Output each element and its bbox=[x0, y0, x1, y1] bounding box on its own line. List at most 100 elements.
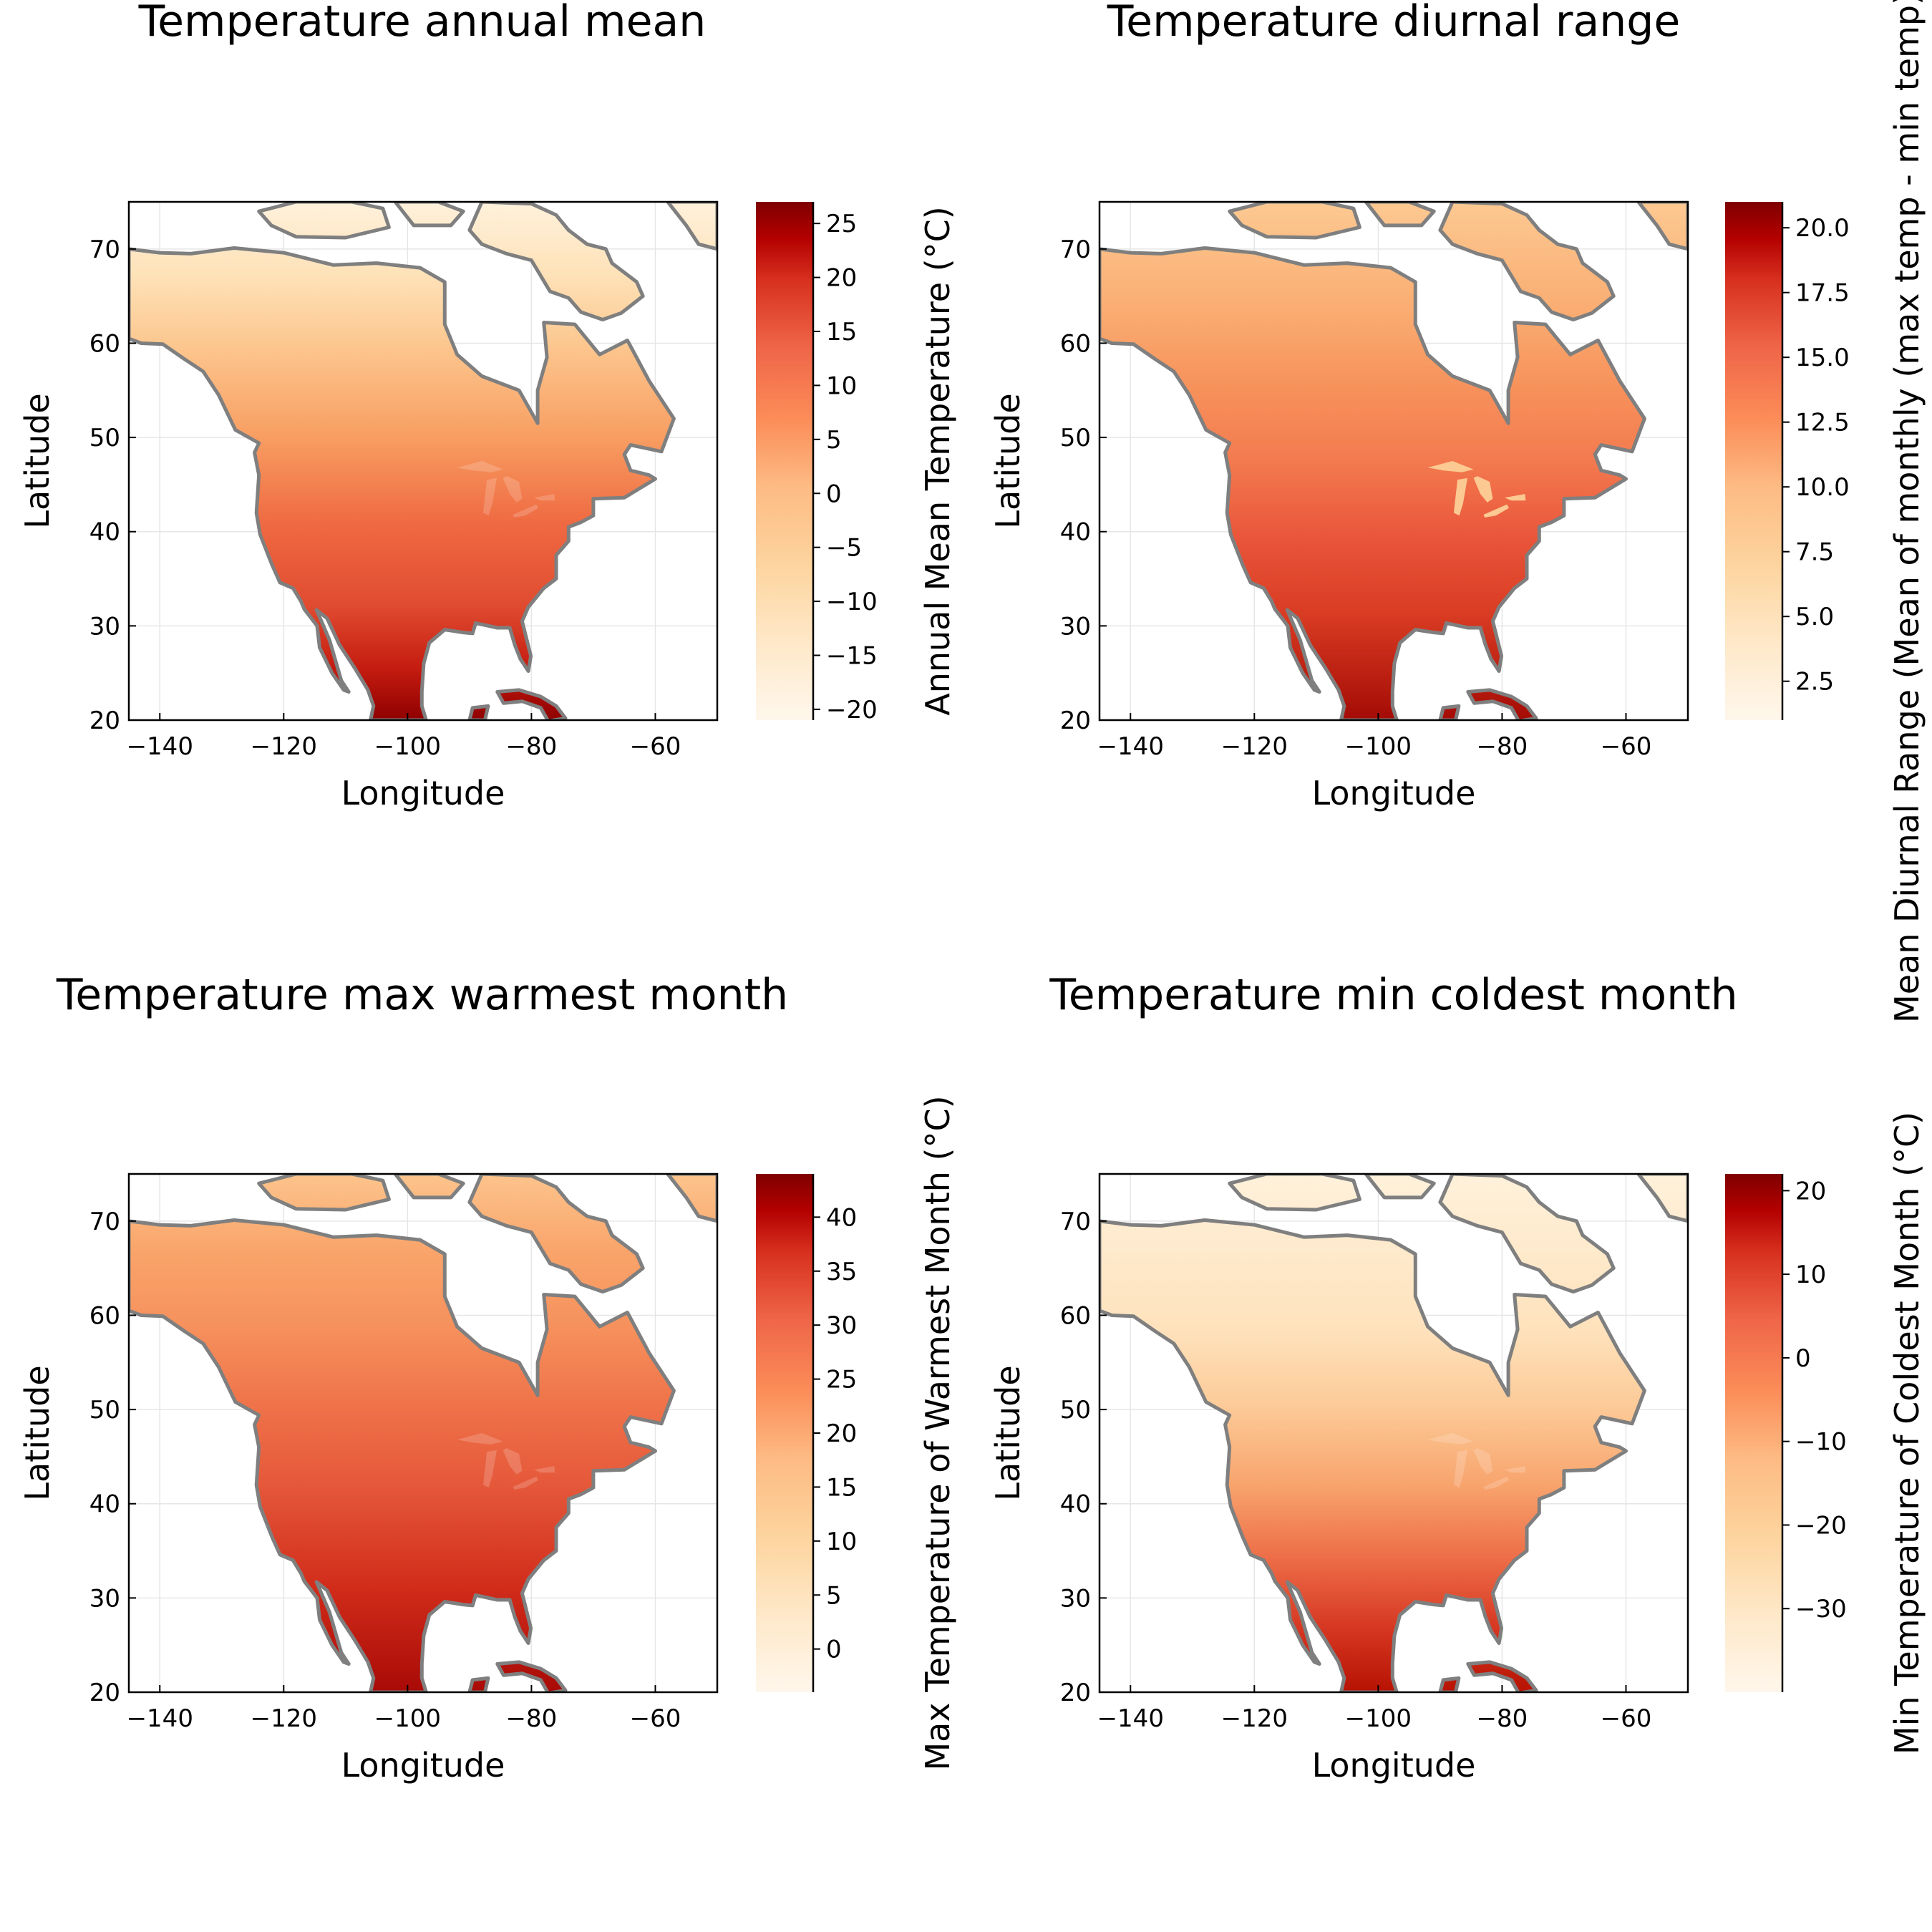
map-land bbox=[1100, 1174, 1688, 1692]
y-tick-label: 70 bbox=[1060, 1208, 1091, 1236]
plot-frame bbox=[127, 200, 719, 722]
y-axis-label: Latitude bbox=[989, 393, 1027, 528]
y-tick-label: 20 bbox=[1060, 1679, 1091, 1707]
y-tick-label: 50 bbox=[1060, 424, 1091, 452]
y-tick-label: 40 bbox=[89, 1490, 120, 1519]
x-axis-label: Longitude bbox=[1312, 1746, 1476, 1785]
lake-3 bbox=[1473, 476, 1493, 503]
island-6 bbox=[1438, 1676, 1461, 1692]
island-3 bbox=[1438, 202, 1616, 321]
lake-4 bbox=[513, 504, 538, 518]
colorbar-tick-label: 10 bbox=[826, 372, 857, 400]
x-tick-label: −120 bbox=[1221, 1704, 1288, 1733]
plot-frame bbox=[1098, 1173, 1689, 1694]
y-tick-label: 30 bbox=[1060, 612, 1091, 641]
lake-1 bbox=[1427, 1433, 1474, 1445]
colorbar-tick-label: 2.5 bbox=[1795, 668, 1834, 696]
continent-landmass bbox=[1100, 246, 1646, 720]
lake-3 bbox=[1473, 1448, 1493, 1475]
colorbar-tick-label: 17.5 bbox=[1795, 279, 1850, 308]
x-tick-label: −60 bbox=[630, 732, 681, 761]
x-tick-label: −140 bbox=[127, 1704, 193, 1733]
lake-5 bbox=[533, 1466, 555, 1473]
y-tick-label: 30 bbox=[89, 1584, 120, 1613]
chart-title: Temperature min coldest month bbox=[1049, 970, 1737, 1020]
island-5 bbox=[1636, 1174, 1688, 1223]
continent-landmass bbox=[1100, 1218, 1646, 1692]
y-tick-label: 50 bbox=[89, 1396, 120, 1424]
colorbar-tick-label: −10 bbox=[826, 588, 878, 616]
colorbar-label: Annual Mean Temperature (°C) bbox=[918, 206, 957, 716]
x-tick-label: −140 bbox=[1097, 1704, 1164, 1733]
colorbar-tick-label: 30 bbox=[826, 1311, 857, 1340]
y-tick-label: 40 bbox=[1060, 518, 1091, 547]
colorbar-label: Min Temperature of Coldest Month (°C) bbox=[1888, 1112, 1926, 1754]
y-tick-label: 30 bbox=[89, 612, 120, 641]
x-tick-label: −80 bbox=[1477, 1704, 1528, 1733]
x-tick-label: −140 bbox=[1097, 732, 1164, 761]
island-2 bbox=[1364, 1174, 1436, 1200]
plot-frame bbox=[127, 1173, 719, 1694]
y-tick-label: 60 bbox=[89, 1301, 120, 1330]
island-1 bbox=[257, 1174, 391, 1212]
island-6 bbox=[1438, 704, 1461, 720]
map-land bbox=[129, 202, 717, 720]
island-2 bbox=[393, 1174, 465, 1200]
colorbar-tick-label: 0 bbox=[826, 1636, 842, 1664]
x-axis-label: Longitude bbox=[341, 1746, 505, 1785]
colorbar-tick-label: −30 bbox=[1795, 1595, 1847, 1623]
colorbar-tick-label: 0 bbox=[826, 480, 842, 508]
colorbar-tick-label: 25 bbox=[826, 210, 857, 238]
y-tick-label: 60 bbox=[89, 329, 120, 358]
colorbar: 25 20 15 10 5 0 −5 −10 −15 −20 Annual Mean Tempera… bbox=[756, 202, 957, 724]
x-axis-label: Longitude bbox=[341, 774, 505, 812]
y-tick-label: 60 bbox=[1060, 1301, 1091, 1330]
chart-title: Temperature annual mean bbox=[138, 0, 707, 47]
lake-2 bbox=[1453, 477, 1467, 516]
x-tick-label: −140 bbox=[127, 732, 193, 761]
colorbar-tick-label: 20.0 bbox=[1795, 214, 1850, 243]
y-tick-label: 40 bbox=[1060, 1490, 1091, 1519]
colorbar-tick-label: −10 bbox=[1795, 1428, 1847, 1457]
island-1 bbox=[1228, 202, 1361, 240]
x-tick-label: −120 bbox=[251, 732, 317, 761]
island-5 bbox=[1636, 202, 1688, 251]
x-tick-label: −100 bbox=[1345, 1704, 1412, 1733]
lake-2 bbox=[482, 477, 497, 516]
island-3 bbox=[1438, 1174, 1616, 1293]
y-tick-label: 40 bbox=[89, 518, 120, 547]
panel-3: −140 −120 −100 −80 −60203040506070LongitudeL… bbox=[18, 970, 957, 1785]
colorbar-tick-label: 5.0 bbox=[1795, 603, 1834, 631]
colorbar-tick-label: 15.0 bbox=[1795, 344, 1850, 372]
panel-2: −140 −120 −100 −80 −60 20 30 40 50 60 70 Longitude L… bbox=[989, 0, 1926, 1023]
x-tick-label: −120 bbox=[251, 1704, 317, 1733]
lake-4 bbox=[513, 1476, 538, 1490]
lake-4 bbox=[1483, 504, 1509, 518]
colorbar-tick-label: 5 bbox=[826, 1581, 842, 1610]
lake-2 bbox=[1453, 1450, 1467, 1488]
colorbar-tick-label: −15 bbox=[826, 642, 878, 671]
colorbar-tick-label: 20 bbox=[826, 1419, 857, 1448]
colorbar-gradient bbox=[756, 202, 813, 720]
island-2 bbox=[1364, 202, 1436, 228]
colorbar-tick-label: 12.5 bbox=[1795, 409, 1850, 437]
colorbar-tick-label: 0 bbox=[1795, 1344, 1811, 1373]
panel-4: −140 −120 −100 −80 −60203040506070LongitudeL… bbox=[989, 970, 1926, 1785]
y-axis-label: Latitude bbox=[989, 1365, 1027, 1500]
y-tick-label: 50 bbox=[89, 424, 120, 452]
x-tick-label: −80 bbox=[506, 1704, 558, 1733]
x-tick-label: −100 bbox=[374, 732, 441, 761]
island-3 bbox=[467, 1174, 645, 1293]
colorbar-tick-label: 40 bbox=[826, 1203, 857, 1232]
island-6 bbox=[467, 1676, 490, 1692]
colorbar-gradient bbox=[756, 1174, 813, 1692]
colorbar-tick-label: 10 bbox=[826, 1528, 857, 1556]
colorbar-tick-label: 10.0 bbox=[1795, 473, 1850, 502]
y-tick-label: 20 bbox=[89, 707, 120, 735]
y-tick-label: 30 bbox=[1060, 1584, 1091, 1613]
lake-3 bbox=[503, 1448, 523, 1475]
x-axis-label: Longitude bbox=[1312, 774, 1476, 812]
plot-frame bbox=[1098, 200, 1689, 722]
colorbar: 20.0 17.5 15.0 12.5 10.0 7.5 5.0 2.5 Mean Diurna… bbox=[1725, 0, 1926, 1023]
x-tick-label: −60 bbox=[630, 1704, 681, 1733]
